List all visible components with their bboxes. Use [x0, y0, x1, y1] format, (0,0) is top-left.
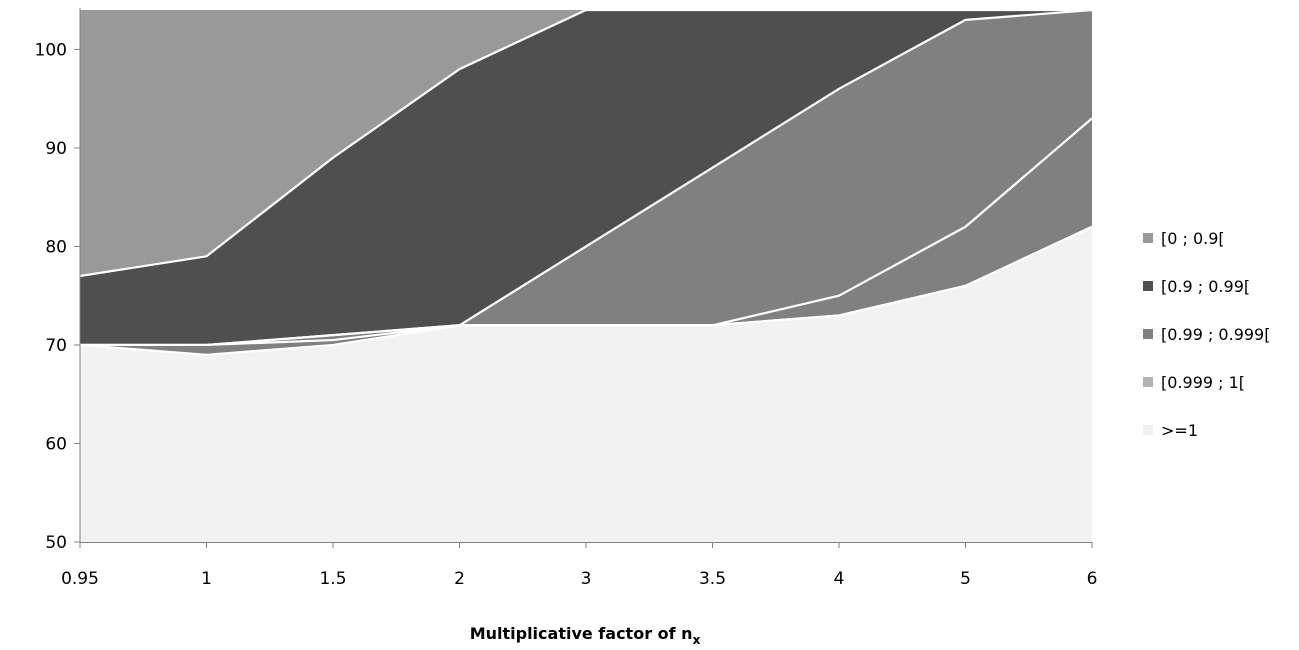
legend-label: >=1 — [1161, 421, 1198, 440]
x-tick-label: 1 — [201, 569, 212, 589]
area-band-2 — [80, 10, 1092, 355]
boundary-line-3 — [80, 8, 1093, 347]
y-tick-label: 80 — [45, 237, 67, 257]
legend-swatch — [1143, 233, 1153, 243]
legend-label: [0 ; 0.9[ — [1161, 229, 1225, 248]
legend-label: [0.99 ; 0.999[ — [1161, 325, 1270, 344]
legend-label: [0.9 ; 0.99[ — [1161, 277, 1250, 296]
area-band-4 — [80, 10, 1092, 276]
x-axis-title-subscript: x — [693, 633, 701, 647]
y-tick-label: 50 — [45, 533, 67, 553]
legend-swatch — [1143, 281, 1153, 291]
band-boundaries — [79, 8, 1093, 356]
legend-swatch — [1143, 377, 1153, 387]
x-axis-ticks: 0.95 1 1.5 2 3 3.5 4 5 6 — [61, 542, 1097, 589]
x-axis-title-main: Multiplicative factor of n — [470, 624, 693, 643]
legend-swatch — [1143, 329, 1153, 339]
x-axis-title: Multiplicative factor of nx — [470, 624, 701, 647]
x-tick-label: 5 — [960, 569, 971, 589]
plot-area — [80, 10, 1092, 543]
x-tick-label: 6 — [1087, 569, 1098, 589]
legend-swatch — [1143, 425, 1153, 435]
x-tick-label: 0.95 — [61, 569, 99, 589]
y-tick-label: 100 — [35, 40, 67, 60]
x-tick-label: 2 — [454, 569, 465, 589]
area-band-3 — [80, 10, 1092, 345]
x-tick-label: 3 — [581, 569, 592, 589]
y-tick-label: 70 — [45, 336, 67, 356]
legend-label: [0.999 ; 1[ — [1161, 373, 1245, 392]
y-tick-label: 60 — [45, 434, 67, 454]
y-axis-ticks: 50 60 70 80 90 100 — [35, 40, 80, 553]
y-tick-label: 90 — [45, 139, 67, 159]
x-tick-label: 3.5 — [699, 569, 726, 589]
x-tick-label: 1.5 — [319, 569, 346, 589]
x-tick-label: 4 — [834, 569, 845, 589]
area-band-0 — [80, 226, 1092, 543]
legend: [0 ; 0.9[ [0.9 ; 0.99[ [0.99 ; 0.999[ [0.99… — [1143, 229, 1270, 440]
boundary-line-4 — [79, 8, 1092, 278]
